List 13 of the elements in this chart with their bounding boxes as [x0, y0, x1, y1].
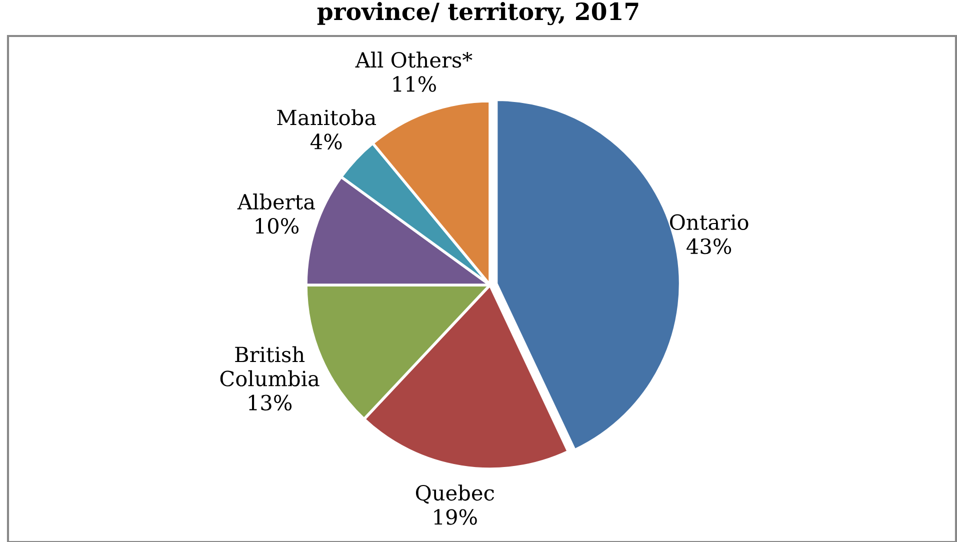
slice-label: Quebec: [416, 484, 494, 504]
slice-label: Manitoba: [277, 109, 376, 126]
data-label: 11%: [393, 76, 436, 92]
data-label: 10%: [256, 218, 299, 234]
data-label: 43%: [686, 238, 732, 254]
chart-title: province/ territory, 2017: [317, 2, 638, 26]
slice-label: British Columbia: [220, 346, 320, 386]
slice-label: Alberta: [237, 193, 315, 210]
slice-label: All Others*: [355, 52, 472, 68]
slice-label: Ontario: [670, 214, 748, 230]
data-label: 13%: [248, 394, 292, 411]
data-label: 4%: [310, 134, 342, 150]
data-label: 19%: [434, 509, 477, 525]
